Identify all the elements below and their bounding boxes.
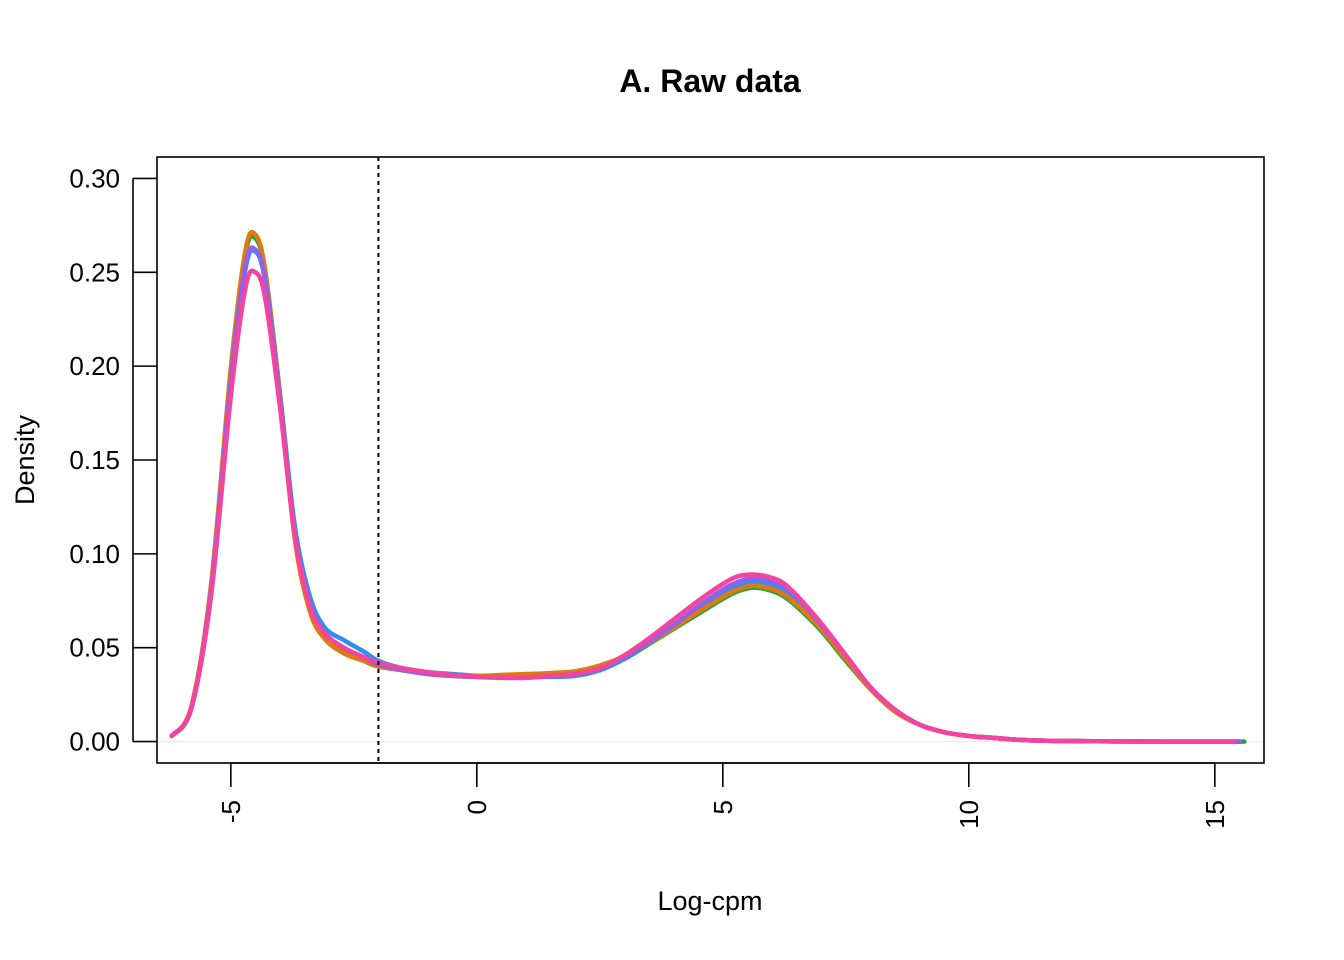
y-tick-label: 0.30 bbox=[69, 163, 120, 193]
x-tick-label: -5 bbox=[216, 800, 246, 823]
x-tick-label: 15 bbox=[1200, 800, 1230, 829]
x-tick-label: 10 bbox=[954, 800, 984, 829]
x-tick-label: 5 bbox=[708, 800, 738, 814]
y-tick-label: 0.25 bbox=[69, 257, 120, 287]
plot-frame bbox=[156, 156, 1265, 764]
x-tick-label: 0 bbox=[462, 800, 492, 814]
density-line-series-1 bbox=[169, 247, 1242, 744]
y-axis-title: Density bbox=[10, 414, 40, 505]
chart-title: A. Raw data bbox=[619, 63, 801, 99]
y-tick-label: 0.10 bbox=[69, 539, 120, 569]
density-line-series-2 bbox=[169, 233, 1247, 744]
density-line-series-4 bbox=[169, 245, 1242, 744]
density-line-series-5 bbox=[169, 268, 1237, 744]
y-axis: 0.00 0.05 0.10 0.15 0.20 0.25 0.30 bbox=[69, 163, 157, 757]
y-tick-label: 0.20 bbox=[69, 351, 120, 381]
y-tick-label: 0.05 bbox=[69, 633, 120, 663]
y-tick-label: 0.00 bbox=[69, 727, 120, 757]
x-axis: -5 0 5 10 15 bbox=[216, 762, 1230, 829]
x-axis-title: Log-cpm bbox=[657, 886, 762, 916]
y-tick-label: 0.15 bbox=[69, 445, 120, 475]
plot-area bbox=[157, 157, 1264, 763]
density-line-series-3 bbox=[169, 229, 1242, 744]
